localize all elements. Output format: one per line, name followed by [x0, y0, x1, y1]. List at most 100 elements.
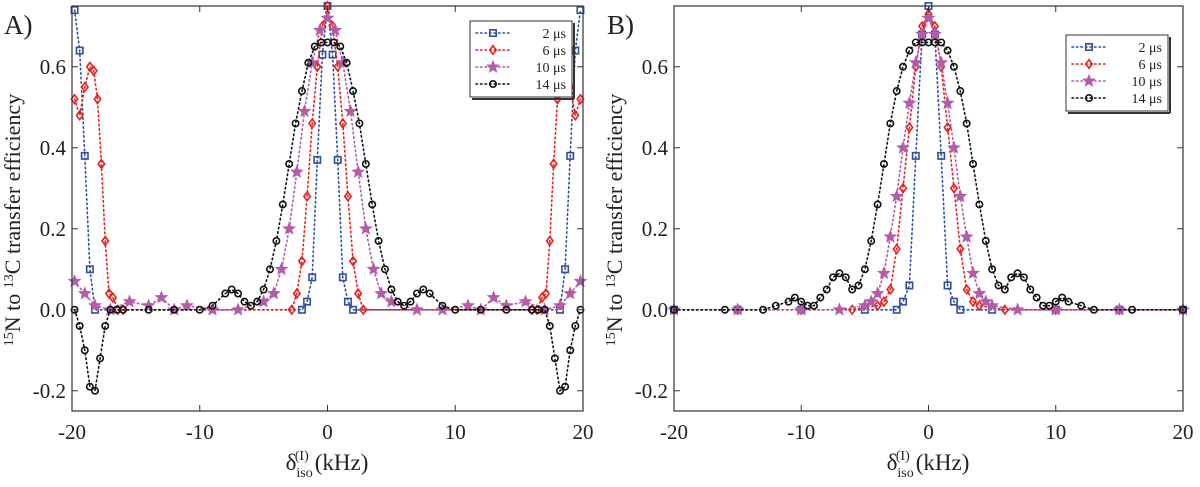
data-point — [227, 285, 236, 294]
data-point — [312, 23, 327, 37]
y-tick-label: -0.2 — [33, 379, 66, 403]
isotope-superscript: 13 — [2, 274, 17, 288]
data-point — [892, 305, 901, 314]
data-point — [412, 289, 421, 298]
data-point — [387, 285, 396, 294]
data-point — [934, 55, 949, 69]
data-point — [348, 255, 358, 267]
data-point — [80, 81, 89, 93]
panel-label: B) — [607, 10, 634, 40]
data-point — [905, 281, 914, 290]
legend: 2 μs 6 μs 10 μs 14 μs — [469, 20, 575, 100]
data-point — [77, 286, 92, 300]
series-line-14us — [73, 41, 582, 393]
data-point — [571, 109, 580, 122]
data-point — [167, 302, 182, 316]
data-point — [550, 354, 559, 363]
data-point — [380, 265, 389, 274]
data-point — [308, 273, 317, 282]
y-tick-label: 0.2 — [40, 217, 66, 241]
data-point — [358, 221, 373, 235]
data-point — [1010, 302, 1025, 316]
y-axis-label: 15N to 13C transfer efficiency — [602, 94, 627, 346]
data-point — [784, 297, 793, 306]
data-point — [968, 295, 978, 308]
data-point — [571, 321, 580, 330]
data-point — [966, 266, 980, 280]
data-point — [1032, 293, 1041, 302]
y-tick-label: -0.2 — [635, 379, 668, 403]
data-point — [313, 155, 322, 164]
data-point — [101, 235, 110, 247]
data-point — [937, 151, 946, 160]
legend-marker-10us — [486, 59, 500, 73]
data-point — [349, 87, 358, 96]
y-axis-label: 15N to 13C transfer efficiency — [0, 94, 25, 346]
data-point — [170, 305, 179, 314]
data-point — [975, 300, 984, 312]
data-point — [195, 305, 204, 314]
data-point — [355, 119, 364, 128]
x-label-subscript: iso — [296, 466, 312, 481]
data-point — [297, 104, 312, 118]
data-point — [553, 93, 562, 105]
data-point — [886, 119, 895, 128]
data-point — [368, 200, 377, 209]
data-point — [566, 151, 575, 160]
x-tick-label: -20 — [660, 420, 688, 444]
data-point — [956, 305, 965, 314]
series-line-10us — [73, 16, 582, 311]
data-point — [545, 321, 554, 330]
data-point — [790, 293, 799, 302]
data-point — [259, 285, 268, 294]
data-point — [873, 200, 882, 209]
data-point — [278, 200, 287, 209]
data-point — [266, 265, 275, 274]
x-label-symbol: δ — [887, 450, 898, 475]
data-point — [969, 159, 978, 168]
data-point — [374, 236, 383, 245]
y-tick-label: 0.6 — [40, 55, 66, 79]
data-point — [366, 261, 381, 276]
data-point — [1000, 285, 1009, 294]
data-point — [85, 265, 94, 274]
data-point — [892, 87, 901, 96]
data-point — [1064, 297, 1073, 306]
data-point — [943, 121, 952, 134]
data-point — [883, 229, 898, 243]
data-point — [771, 301, 780, 310]
legend-label: 14 μs — [536, 78, 566, 93]
data-point — [1026, 285, 1035, 294]
data-point — [1000, 304, 1010, 316]
data-point — [473, 302, 488, 316]
data-point — [119, 305, 128, 314]
data-point — [297, 87, 306, 96]
y-tick-label: 0.4 — [642, 136, 669, 160]
data-point — [361, 159, 370, 168]
data-point — [438, 301, 447, 310]
data-point — [959, 229, 974, 243]
data-point — [88, 298, 102, 312]
x-axis-label: δiso (I) (kHz) — [286, 449, 369, 481]
data-point — [343, 297, 352, 306]
data-point — [419, 285, 428, 294]
data-point — [310, 42, 319, 51]
legend-label: 2 μs — [543, 27, 566, 42]
data-point — [563, 286, 578, 300]
data-point — [841, 273, 850, 282]
data-point — [180, 298, 194, 312]
data-point — [937, 38, 946, 47]
data-point — [67, 274, 82, 288]
data-point — [80, 346, 89, 355]
y-tick-label: 0.0 — [40, 298, 66, 322]
data-point — [896, 140, 910, 154]
data-point — [943, 281, 952, 290]
chart-panel-a: -20 -10 0 10 20 -0.2 0.0 0.2 0.4 0.6 A) 15N to 13C … — [0, 0, 594, 481]
y-tick-label: 0.4 — [40, 136, 67, 160]
data-point — [1077, 301, 1086, 310]
data-point — [343, 190, 353, 203]
legend-label: 6 μs — [543, 44, 566, 59]
legend-label: 6 μs — [1139, 58, 1162, 73]
data-point — [908, 55, 923, 69]
data-point — [854, 281, 863, 290]
